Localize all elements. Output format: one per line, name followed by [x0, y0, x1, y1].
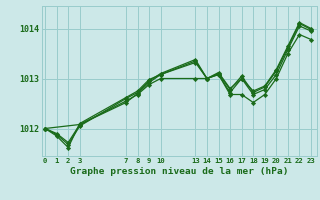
X-axis label: Graphe pression niveau de la mer (hPa): Graphe pression niveau de la mer (hPa) — [70, 167, 288, 176]
